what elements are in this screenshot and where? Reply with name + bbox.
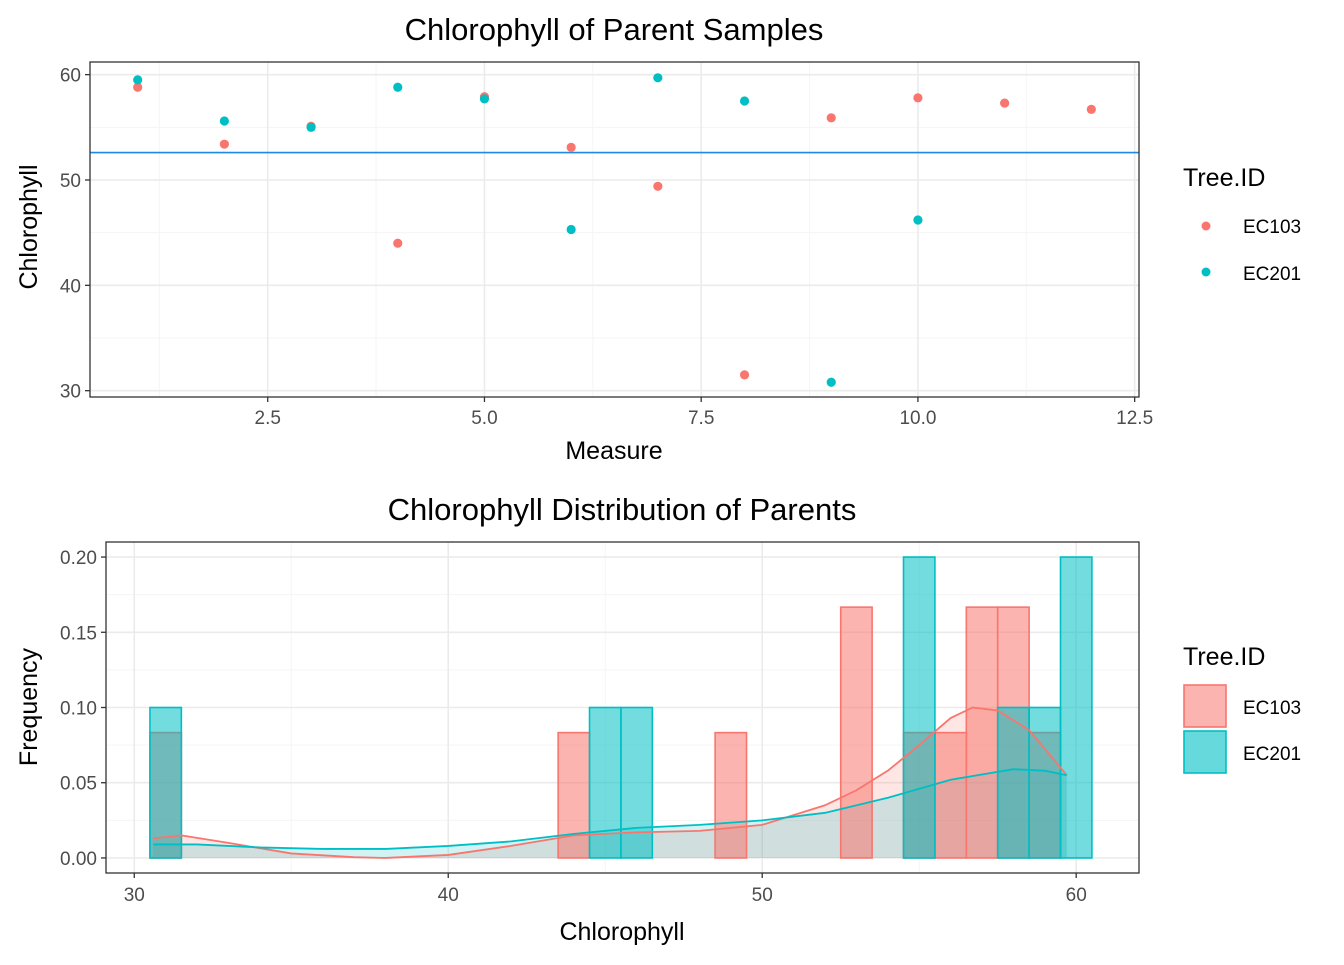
scatter-point-ec201 xyxy=(306,122,316,132)
scatter-x-tick-label: 7.5 xyxy=(688,408,714,429)
scatter-legend: Tree.ID EC103 EC201 xyxy=(1183,164,1301,285)
scatter-x-tick-label: 2.5 xyxy=(255,408,281,429)
scatter-x-tick-label: 5.0 xyxy=(471,408,497,429)
histogram-density-area-ec201 xyxy=(153,769,1067,858)
scatter-x-axis-title: Measure xyxy=(565,437,662,465)
scatter-x-tick-label: 12.5 xyxy=(1116,408,1153,429)
histogram-bar-ec201 xyxy=(1059,556,1093,859)
histogram-y-tick-label: 0.20 xyxy=(60,548,97,569)
histogram-x-tick-label: 60 xyxy=(1066,885,1087,906)
scatter-point-ec201 xyxy=(913,215,923,225)
scatter-legend-key-ec103 xyxy=(1201,221,1211,231)
scatter-legend-key-ec201 xyxy=(1201,267,1211,277)
histogram-bar-ec201 xyxy=(149,706,183,859)
scatter-point-ec201 xyxy=(653,73,663,83)
scatter-y-tick-label: 50 xyxy=(60,171,81,192)
scatter-point-ec103 xyxy=(1086,104,1096,115)
histogram-bar-ec201 xyxy=(1028,706,1062,859)
scatter-y-tick-label: 40 xyxy=(60,276,81,297)
histogram-bar-ec201 xyxy=(902,556,936,859)
histogram-y-axis-title: Frequency xyxy=(15,647,43,766)
histogram-bar-ec103 xyxy=(839,606,873,859)
histogram-legend-label-ec201: EC201 xyxy=(1243,744,1301,765)
histogram-legend-title: Tree.ID xyxy=(1183,643,1265,671)
histogram-legend: Tree.ID EC103 EC201 xyxy=(1183,643,1301,774)
histogram-legend-key-ec103 xyxy=(1183,684,1227,728)
scatter-point-ec201 xyxy=(566,224,576,235)
histogram-y-tick-label: 0.05 xyxy=(60,774,97,795)
histogram-x-ticks: 30 40 50 60 xyxy=(124,873,1087,906)
scatter-panel-border xyxy=(89,61,1140,398)
histogram-y-tick-label: 0.00 xyxy=(60,849,97,870)
scatter-point-ec201 xyxy=(826,377,836,387)
scatter-point-ec103 xyxy=(393,238,403,248)
histogram-x-tick-label: 40 xyxy=(438,885,459,906)
scatter-y-axis-title: Chlorophyll xyxy=(15,164,43,289)
histogram-density-line-ec201 xyxy=(153,768,1067,850)
scatter-y-ticks: 30 40 50 60 xyxy=(60,66,90,403)
scatter-point-ec103 xyxy=(739,370,750,380)
scatter-point-ec201 xyxy=(133,75,143,85)
scatter-points xyxy=(133,73,1096,387)
histogram-x-axis-title: Chlorophyll xyxy=(559,918,684,946)
scatter-y-tick-label: 30 xyxy=(60,382,81,403)
histogram-density-line-ec103 xyxy=(153,706,1068,859)
scatter-title: Chlorophyll of Parent Samples xyxy=(405,12,824,47)
histogram-x-tick-label: 30 xyxy=(124,885,145,906)
scatter-legend-label-ec201: EC201 xyxy=(1243,264,1301,285)
scatter-point-ec201 xyxy=(739,96,750,106)
scatter-point-ec201 xyxy=(393,82,403,92)
scatter-x-tick-label: 10.0 xyxy=(899,408,936,429)
scatter-point-ec103 xyxy=(566,142,576,152)
scatter-point-ec201 xyxy=(479,94,490,104)
histogram-density-areas xyxy=(153,707,1067,858)
histogram-x-tick-label: 50 xyxy=(752,885,773,906)
scatter-point-ec103 xyxy=(826,113,836,123)
histogram-title: Chlorophyll Distribution of Parents xyxy=(388,492,857,527)
histogram-bar-ec201 xyxy=(996,706,1030,859)
histogram-bar-ec201 xyxy=(588,706,622,859)
histogram-bar-ec201 xyxy=(620,706,654,859)
histogram-legend-key-ec201 xyxy=(1183,730,1227,774)
histogram-y-tick-label: 0.10 xyxy=(60,699,97,720)
histogram-y-ticks: 0.00 0.05 0.10 0.15 0.20 xyxy=(60,548,106,870)
histogram-bar-ec103 xyxy=(557,731,591,859)
scatter-legend-title: Tree.ID xyxy=(1183,164,1265,192)
histogram-density-lines xyxy=(153,706,1068,859)
scatter-point-ec103 xyxy=(913,93,923,103)
scatter-point-ec103 xyxy=(653,181,663,191)
histogram-density-area-ec103 xyxy=(153,707,1067,858)
scatter-point-ec201 xyxy=(219,116,229,126)
scatter-point-ec103 xyxy=(133,82,143,92)
scatter-grid-major xyxy=(90,62,1139,397)
scatter-legend-label-ec103: EC103 xyxy=(1243,217,1301,238)
histogram-y-tick-label: 0.15 xyxy=(60,623,97,644)
scatter-point-ec103 xyxy=(219,139,229,149)
scatter-x-ticks: 2.5 5.0 7.5 10.0 12.5 xyxy=(255,397,1153,429)
histogram-bar-ec103 xyxy=(965,606,999,859)
scatter-y-tick-label: 60 xyxy=(60,66,81,87)
histogram-legend-label-ec103: EC103 xyxy=(1243,698,1301,719)
histogram-bar-ec103 xyxy=(934,731,968,859)
scatter-grid-minor xyxy=(90,62,1139,397)
scatter-point-ec103 xyxy=(1000,98,1010,108)
histogram-bar-ec103 xyxy=(714,731,748,859)
